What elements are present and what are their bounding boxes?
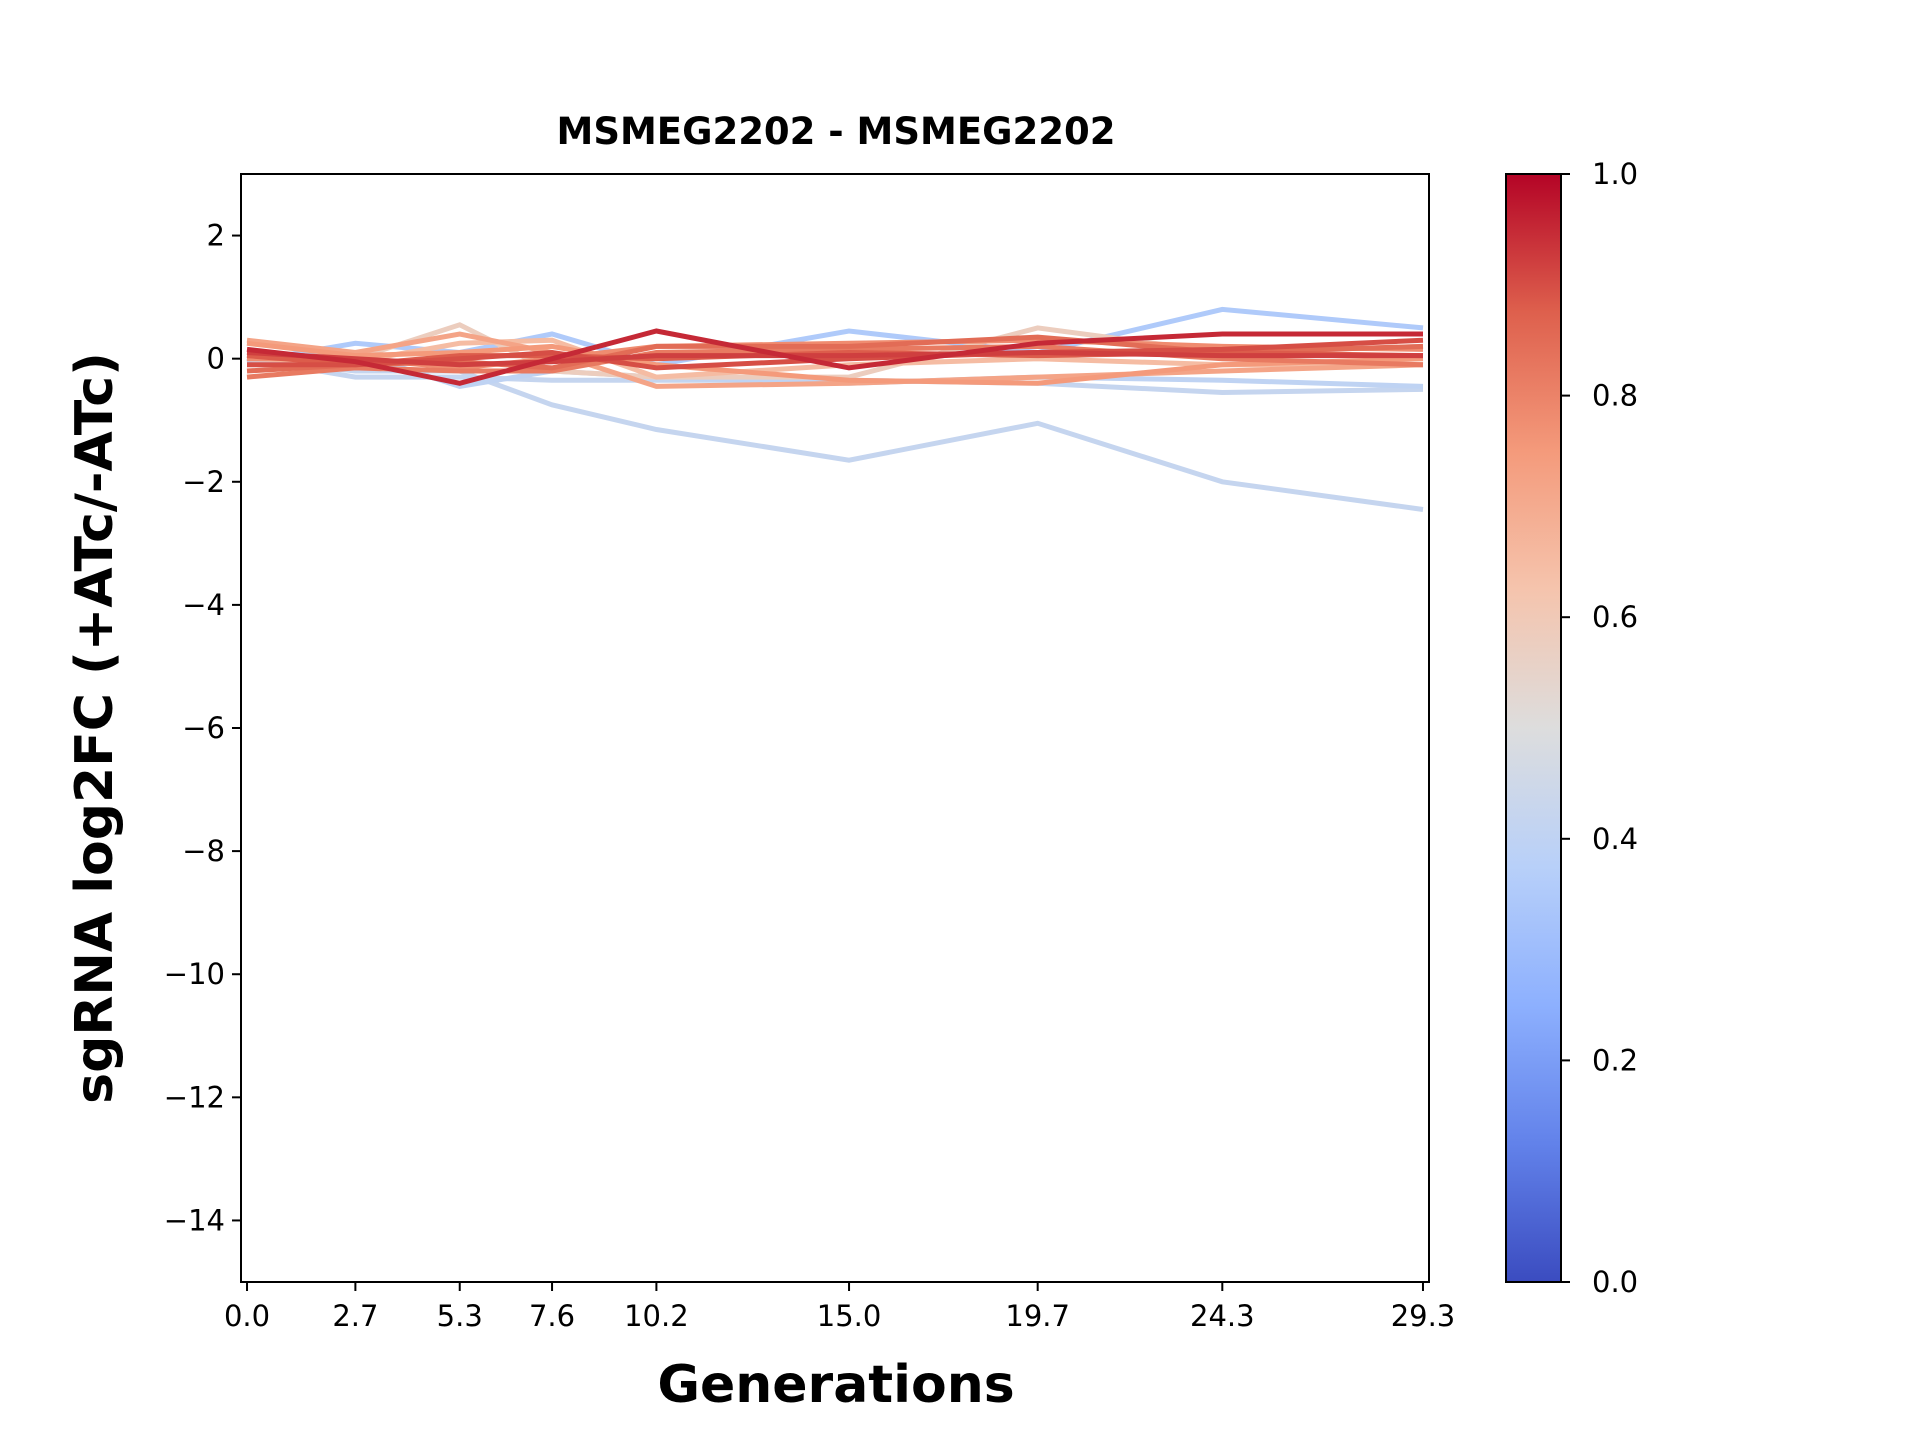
colorbar-tick-label: 0.2 xyxy=(1592,1043,1638,1077)
x-axis-label: Generations xyxy=(657,1355,1014,1415)
x-tick-label: 24.3 xyxy=(1190,1299,1255,1333)
colorbar-tick-label: 0.8 xyxy=(1592,379,1638,413)
x-tick-label: 10.2 xyxy=(624,1299,689,1333)
series-line-3 xyxy=(246,356,1424,396)
y-tick-label: −14 xyxy=(164,1203,225,1237)
x-tick-label: 19.7 xyxy=(1005,1299,1070,1333)
y-axis-label: sgRNA log2FC (+ATc/-ATc) xyxy=(65,352,125,1104)
x-axis: 0.0 2.7 5.3 7.6 10.2 15.0 19.7 24.3 29.3 xyxy=(224,1282,1455,1333)
y-axis: 2 0 −2 −4 −6 −8 −10 −12 −14 xyxy=(164,219,241,1237)
y-tick-label: −12 xyxy=(164,1080,225,1114)
y-tick-label: −6 xyxy=(182,711,225,745)
colorbar-tick-label: 0.0 xyxy=(1592,1265,1638,1299)
x-tick-label: 7.6 xyxy=(529,1299,575,1333)
colorbar-axis: 0.0 0.2 0.4 0.6 0.8 1.0 xyxy=(1561,157,1638,1299)
series-lines xyxy=(246,306,1424,512)
y-tick-label: 2 xyxy=(207,219,225,253)
colorbar-tick-label: 0.4 xyxy=(1592,822,1638,856)
x-tick-label: 0.0 xyxy=(224,1299,270,1333)
y-tick-label: −2 xyxy=(182,465,225,499)
colorbar-tick-label: 0.6 xyxy=(1592,600,1638,634)
x-tick-label: 29.3 xyxy=(1391,1299,1456,1333)
series-line-15 xyxy=(246,328,1423,386)
y-tick-label: 0 xyxy=(207,342,225,376)
colorbar-tick-label: 1.0 xyxy=(1592,157,1638,191)
y-tick-label: −8 xyxy=(182,834,225,868)
series-line-14 xyxy=(246,349,1423,368)
x-tick-label: 5.3 xyxy=(437,1299,483,1333)
y-tick-label: −4 xyxy=(182,588,225,622)
series-line-8 xyxy=(246,340,1424,386)
colorbar xyxy=(1505,173,1562,1283)
x-tick-label: 2.7 xyxy=(332,1299,378,1333)
x-tick-label: 15.0 xyxy=(817,1299,882,1333)
y-tick-label: −10 xyxy=(164,957,225,991)
chart-title: MSMEG2202 - MSMEG2202 xyxy=(557,110,1116,153)
